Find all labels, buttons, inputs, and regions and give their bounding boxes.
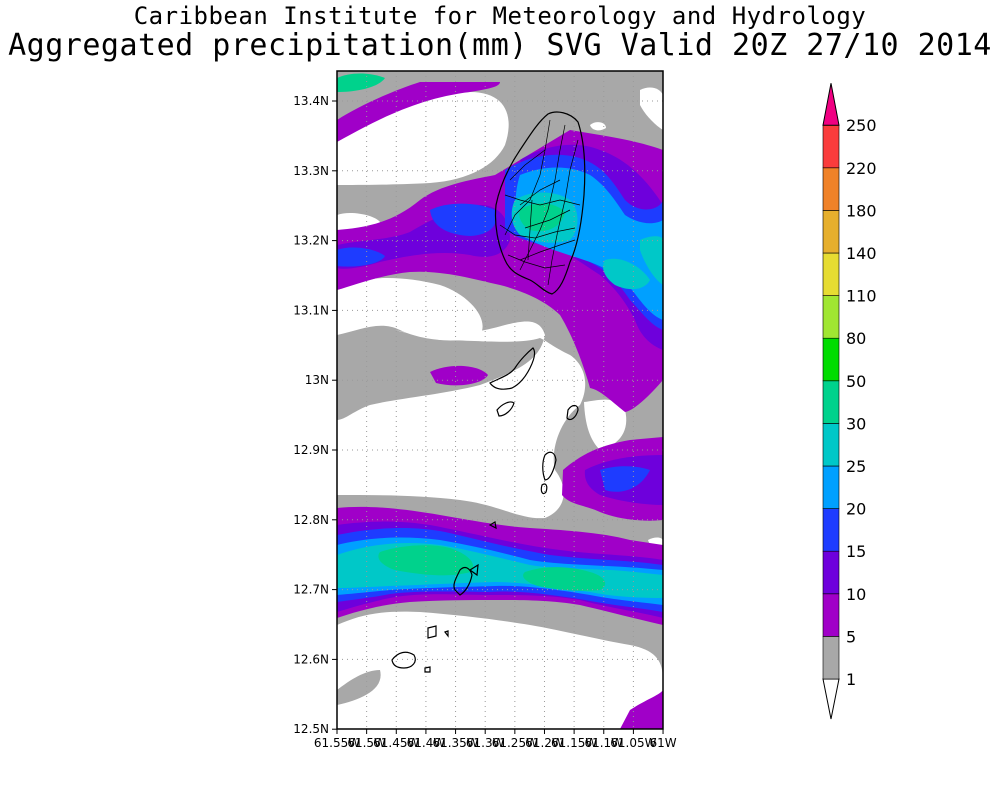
colorbar-swatch — [822, 550, 840, 595]
colorbar-low-arrow — [822, 678, 840, 720]
colorbar-swatch — [822, 167, 840, 211]
latitude-labels: 13.4N 13.3N 13.2N 13.1N 13N 12.9N 12.8N 12.7N 12… — [293, 94, 337, 736]
lon-label: 61.05W — [610, 736, 656, 750]
saint-vincent-island — [494, 111, 586, 295]
dry-areas — [337, 87, 663, 729]
canouan-island — [566, 404, 579, 421]
saint-vincent-rivers — [499, 119, 581, 286]
mayreau-island — [542, 451, 557, 481]
lat-label: 13.4N — [293, 94, 329, 108]
product-title: Aggregated precipitation(mm) SVG Valid 2… — [8, 28, 992, 63]
colorbar-label: 80 — [846, 329, 866, 348]
colorbar-label: 25 — [846, 457, 866, 476]
colorbar-label: 250 — [846, 116, 877, 135]
lon-label: 61.1W — [584, 736, 623, 750]
island-outlines — [391, 111, 586, 673]
mustique-island — [496, 401, 515, 417]
islet-south-4 — [444, 630, 449, 638]
lon-label: 61.25W — [492, 736, 538, 750]
lat-label: 12.7N — [293, 583, 329, 597]
islet-south-3 — [424, 666, 431, 673]
colorbar-swatch — [822, 337, 840, 382]
colorbar-swatch — [822, 593, 840, 637]
colorbar-label: 50 — [846, 372, 866, 391]
colorbar-swatch — [822, 508, 840, 552]
islet-south-2 — [391, 651, 416, 669]
lon-label: 61.2W — [525, 736, 564, 750]
colorbar-swatch — [822, 295, 840, 339]
colorbar-label: 180 — [846, 201, 877, 220]
institute-title: Caribbean Institute for Meteorology and … — [133, 2, 867, 30]
lat-label: 12.8N — [293, 513, 329, 527]
colorbar-label: 110 — [846, 287, 877, 306]
precipitation-field — [337, 71, 663, 729]
band-gray-south — [337, 670, 381, 705]
carriacou-island — [453, 563, 479, 596]
colorbar-label: 20 — [846, 500, 866, 519]
lon-label: 61.35W — [432, 736, 478, 750]
islet-south-1 — [427, 625, 437, 639]
lat-label: 12.5N — [293, 722, 329, 736]
lon-label: 61.15W — [551, 736, 597, 750]
colorbar-high-arrow — [822, 83, 840, 126]
lat-label: 13.2N — [293, 234, 329, 248]
union-island — [540, 483, 548, 495]
petit-martinique-island — [488, 521, 497, 530]
bequia-island — [489, 347, 536, 390]
colorbar-label: 30 — [846, 414, 866, 433]
colorbar-swatch — [822, 636, 840, 680]
colorbar-label: 1 — [846, 670, 856, 689]
lon-label: 61.45W — [373, 736, 419, 750]
colorbar-swatch — [822, 210, 840, 254]
lon-label: 61.55W — [314, 736, 360, 750]
colorbar-swatch — [822, 252, 840, 296]
lon-label: 61W — [649, 736, 676, 750]
colorbar-swatch — [822, 465, 840, 509]
colorbar-label: 5 — [846, 627, 856, 646]
plot-frame — [336, 70, 664, 730]
lat-label: 13.3N — [293, 164, 329, 178]
colorbar-swatch — [822, 423, 840, 467]
lat-label: 12.9N — [293, 443, 329, 457]
lon-label: 61.4W — [407, 736, 446, 750]
longitude-labels: 61.55W61.5W61.45W61.4W61.35W61.3W61.25W6… — [314, 729, 677, 750]
lon-label: 61.5W — [347, 736, 386, 750]
lat-label: 13N — [305, 373, 329, 387]
colorbar-label: 10 — [846, 585, 866, 604]
lat-label: 12.6N — [293, 652, 329, 666]
colorbar-swatch — [822, 124, 840, 169]
colorbar-label: 15 — [846, 542, 866, 561]
lon-label: 61.3W — [466, 736, 505, 750]
colorbar-label: 140 — [846, 244, 877, 263]
lat-label: 13.1N — [293, 303, 329, 317]
colorbar-label: 220 — [846, 159, 877, 178]
colorbar-swatch — [822, 380, 840, 424]
